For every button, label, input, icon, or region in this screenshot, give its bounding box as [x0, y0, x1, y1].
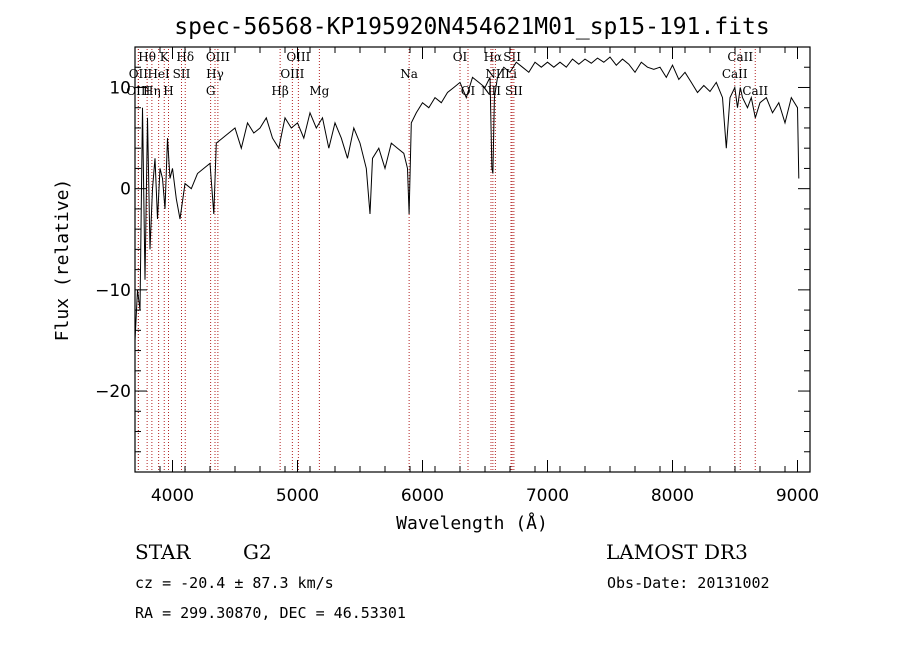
line-marker-label-8: Hδ [176, 50, 194, 64]
y-tick-label-0: 0 [120, 180, 131, 200]
line-marker-label-10: OIII [206, 50, 230, 64]
line-marker-label-9: G [206, 84, 216, 98]
line-markers: HθOIIOIIIHηHeIKHSIIHδGOIIIHγHβOIIIOIIIMg… [126, 49, 768, 472]
line-marker-label-14: OIII [286, 50, 310, 64]
x-tick-label-5000: 5000 [276, 486, 319, 506]
line-marker-label-7: SII [173, 67, 191, 81]
line-marker-label-27: CaII [742, 84, 768, 98]
velocity-readout: cz = -20.4 ± 87.3 km/s [135, 574, 334, 592]
line-marker-label-23: SII [505, 84, 523, 98]
line-marker-label-4: HeI [147, 67, 170, 81]
line-marker-label-17: OI [453, 50, 468, 64]
line-marker-label-3: Hη [143, 84, 161, 98]
line-marker-label-13: OIII [280, 67, 304, 81]
obs-date: Obs-Date: 20131002 [607, 574, 770, 592]
x-tick-label-8000: 8000 [651, 486, 694, 506]
coordinates: RA = 299.30870, DEC = 46.53301 [135, 604, 406, 622]
survey-name: LAMOST DR3 [606, 540, 748, 564]
line-marker-label-15: Mg [309, 84, 329, 98]
line-marker-label-11: Hγ [206, 67, 224, 81]
line-marker-label-19: Hα [484, 50, 503, 64]
line-marker-label-24: Li [505, 67, 517, 81]
line-marker-label-22: SII [503, 50, 521, 64]
line-marker-label-6: H [163, 84, 173, 98]
line-marker-label-5: K [160, 50, 170, 64]
object-class: STAR [135, 540, 191, 564]
x-tick-label-4000: 4000 [151, 486, 194, 506]
line-marker-label-16: Na [400, 67, 418, 81]
y-axis-label: Flux (relative) [52, 179, 73, 342]
x-tick-label-6000: 6000 [401, 486, 444, 506]
axis-ticks: 4000 5000 6000 7000 8000 9000 −20 −10 0 10 [95, 46, 819, 506]
line-marker-label-26: CaII [722, 67, 748, 81]
line-marker-label-0: Hθ [138, 50, 156, 64]
y-tick-label--20: −20 [95, 382, 131, 402]
x-tick-label-9000: 9000 [776, 486, 819, 506]
line-marker-label-25: CaII [727, 50, 753, 64]
line-marker-label-12: Hβ [271, 84, 288, 98]
spectrum-series-line [134, 56, 800, 341]
plot-frame [134, 46, 811, 473]
y-tick-label-10: 10 [109, 78, 131, 98]
spectral-subclass: G2 [243, 540, 272, 564]
x-tick-label-7000: 7000 [526, 486, 569, 506]
x-axis-label: Wavelength (Å) [396, 512, 548, 534]
y-tick-label--10: −10 [95, 281, 131, 301]
chart-title: spec-56568-KP195920N454621M01_sp15-191.f… [174, 14, 769, 40]
